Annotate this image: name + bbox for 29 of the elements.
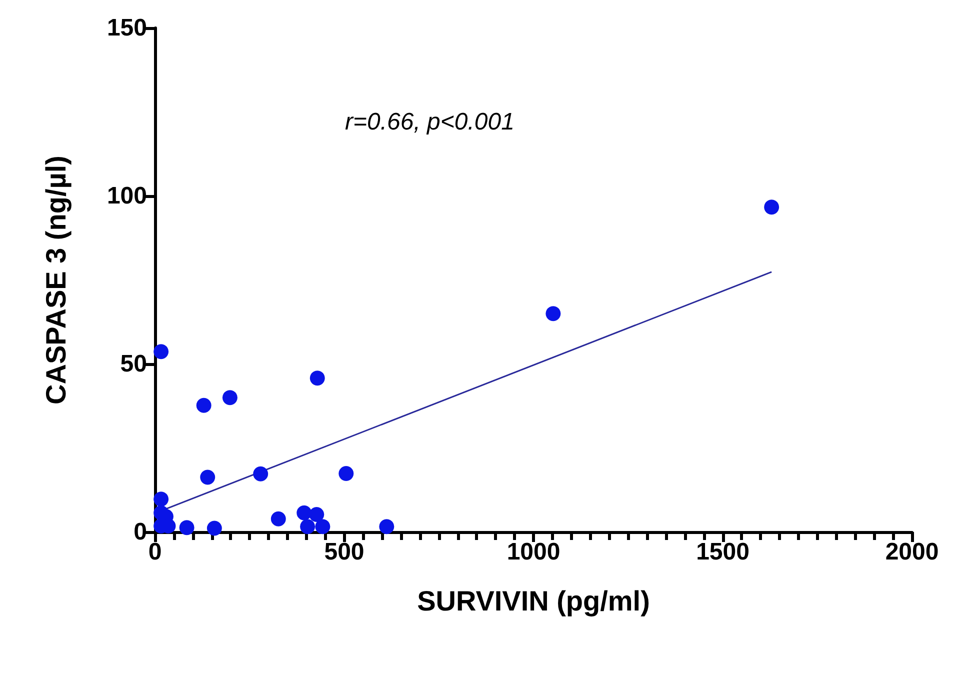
point bbox=[179, 520, 194, 536]
point bbox=[309, 507, 324, 522]
point bbox=[296, 505, 312, 520]
y-tick-label: 150 bbox=[106, 14, 147, 42]
x-tick-label: 1500 bbox=[696, 538, 750, 566]
annotation: r=0.66, p<0.001 bbox=[345, 108, 514, 136]
x-tick-label: 500 bbox=[324, 538, 364, 566]
point bbox=[310, 370, 325, 386]
point bbox=[222, 390, 238, 406]
point bbox=[154, 492, 169, 507]
point bbox=[546, 306, 561, 322]
y-tick-label: 0 bbox=[134, 518, 147, 546]
point bbox=[200, 470, 216, 485]
point bbox=[764, 200, 780, 215]
point bbox=[300, 519, 316, 534]
x-axis-title: SURVIVIN (pg/ml) bbox=[417, 586, 650, 616]
x-tick-label: 1000 bbox=[506, 538, 560, 566]
y-axis-title: CASPASE 3 (ng/µl) bbox=[40, 156, 72, 404]
point bbox=[315, 519, 330, 534]
y-tick-label: 50 bbox=[120, 350, 147, 378]
point bbox=[379, 519, 394, 534]
point bbox=[196, 398, 212, 413]
point bbox=[270, 511, 286, 526]
point bbox=[338, 466, 354, 482]
x-tick-label: 2000 bbox=[885, 538, 939, 566]
point bbox=[154, 344, 169, 360]
point bbox=[206, 520, 222, 536]
point bbox=[253, 466, 268, 482]
y-tick-label: 100 bbox=[106, 182, 147, 210]
